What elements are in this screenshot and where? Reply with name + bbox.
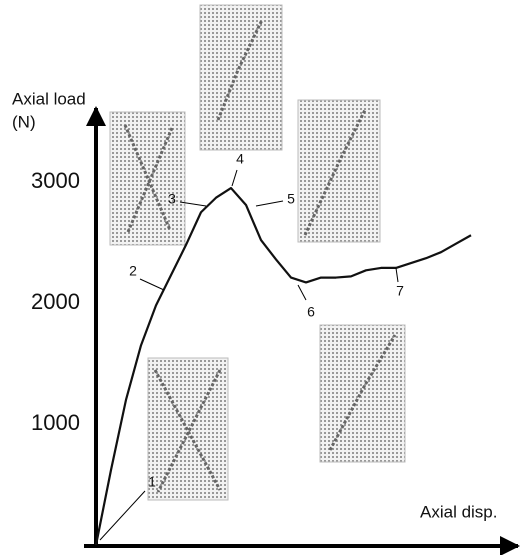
point-label: 2 (129, 263, 137, 279)
leader-line (99, 490, 146, 541)
point-label: 1 (148, 474, 156, 490)
leader-line (395, 267, 399, 283)
specimen-image (109, 111, 186, 246)
crack (216, 19, 264, 121)
point-label: 7 (396, 283, 404, 299)
crack (153, 369, 222, 493)
crack (328, 334, 397, 451)
point-label: 6 (307, 304, 315, 320)
leader-line (297, 284, 307, 301)
point-label: 4 (236, 151, 244, 167)
load-curve (94, 186, 472, 546)
specimen-image (199, 4, 283, 151)
y-axis-label: (N) (12, 112, 36, 131)
specimen-images (109, 4, 406, 501)
point-label: 3 (168, 191, 176, 207)
leader-line (255, 200, 284, 207)
y-tick-label: 1000 (31, 410, 80, 435)
crack (123, 124, 174, 233)
leader-line (179, 201, 207, 207)
y-tick-label: 3000 (31, 168, 80, 193)
point-label: 5 (287, 191, 295, 207)
specimen-image (319, 324, 406, 463)
leader-line (231, 169, 238, 187)
leader-line (139, 278, 165, 291)
y-tick-label: 2000 (31, 289, 80, 314)
y-axis-label: Axial load (12, 89, 86, 108)
x-axis-label: Axial disp. (420, 502, 497, 521)
crack (303, 109, 367, 236)
